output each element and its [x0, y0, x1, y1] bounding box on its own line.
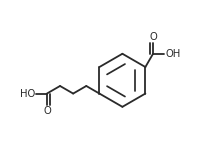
- Text: OH: OH: [165, 49, 180, 59]
- Text: O: O: [43, 106, 51, 116]
- Text: HO: HO: [19, 89, 35, 99]
- Text: O: O: [149, 32, 157, 42]
